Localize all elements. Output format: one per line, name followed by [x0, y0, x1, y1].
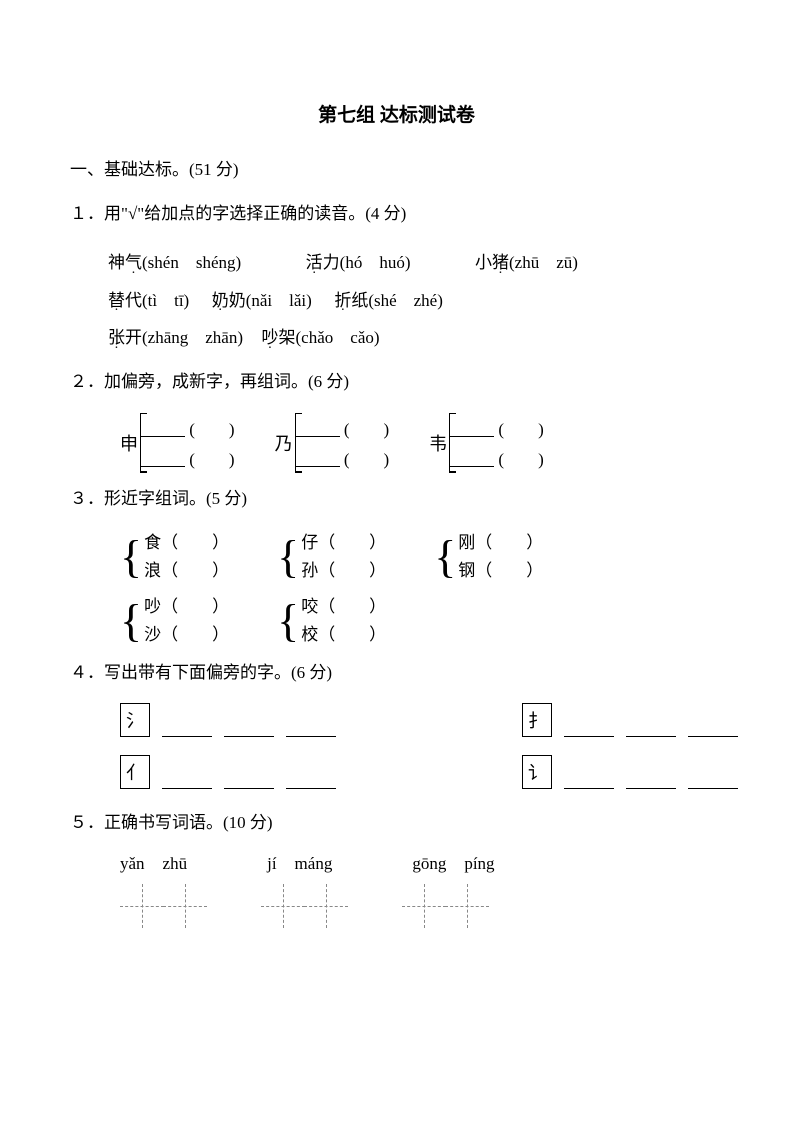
q2-root: 申	[120, 430, 138, 456]
radical-box: 氵	[120, 703, 150, 737]
q3-pair: { 食（ ） 浪（ ）	[120, 529, 229, 585]
q2-branch: 韦 ( ) ( )	[429, 413, 544, 473]
page-title: 第七组 达标测试卷	[70, 100, 723, 127]
q5-tianzige-row	[70, 884, 723, 928]
q5-pinyin-row: yǎnzhū jímáng gōngpíng	[70, 854, 723, 874]
blank	[688, 718, 738, 737]
q3-pair: { 吵（ ） 沙（ ）	[120, 593, 229, 649]
q5-prompt: ５．正确书写词语。(10 分)	[70, 807, 723, 839]
q4-row: 氵 扌	[70, 703, 723, 737]
blank	[286, 718, 336, 737]
radical-box: 扌	[522, 703, 552, 737]
blank	[626, 770, 676, 789]
blank	[626, 718, 676, 737]
tianzige-cell	[163, 884, 207, 928]
q3-pair: { 仔（ ） 孙（ ）	[277, 529, 386, 585]
q2-root: 韦	[429, 430, 447, 456]
q1-item: 张开(zhāng zhān)	[108, 328, 243, 347]
q1-item: 活力(hó huó)	[306, 253, 411, 272]
blank	[224, 718, 274, 737]
q2-branch: 申 ( ) ( )	[120, 413, 235, 473]
q2-root: 乃	[275, 430, 293, 456]
q5-pinyin-word: jímáng	[267, 854, 332, 874]
radical-box: 讠	[522, 755, 552, 789]
q2-branch: 乃 ( ) ( )	[275, 413, 390, 473]
q1-item: 吵架(chǎo cǎo)	[262, 328, 380, 347]
tianzige-cell	[445, 884, 489, 928]
q5-pinyin-word: yǎnzhū	[120, 854, 187, 874]
q1-body: 神气(shén shéng) 活力(hó huó) 小猪(zhū zū) 替代(…	[70, 244, 723, 356]
q3-row: { 食（ ） 浪（ ） { 仔（ ） 孙（ ） { 刚（ ） 钢（ ）	[70, 529, 723, 585]
q4-item: 讠	[522, 755, 744, 789]
q4-item: 亻	[120, 755, 342, 789]
tianzige-pair	[261, 884, 348, 928]
blank	[688, 770, 738, 789]
tianzige-cell	[261, 884, 305, 928]
tianzige-cell	[120, 884, 164, 928]
q1-item: 替代(tì tī)	[108, 291, 189, 310]
tianzige-cell	[402, 884, 446, 928]
q2-body: 申 ( ) ( ) 乃 ( ) ( ) 韦 ( ) ( )	[70, 413, 723, 473]
q4-item: 扌	[522, 703, 744, 737]
q3-row: { 吵（ ） 沙（ ） { 咬（ ） 校（ ）	[70, 593, 723, 649]
q3-prompt: ３．形近字组词。(5 分)	[70, 483, 723, 515]
blank	[162, 770, 212, 789]
blank	[162, 718, 212, 737]
radical-box: 亻	[120, 755, 150, 789]
page: 第七组 达标测试卷 一、基础达标。(51 分) １．用"√"给加点的字选择正确的…	[0, 0, 793, 1122]
tianzige-pair	[402, 884, 489, 928]
section-a-header: 一、基础达标。(51 分)	[70, 155, 723, 180]
q4-row: 亻 讠	[70, 755, 723, 789]
q1-item: 奶奶(nǎi lǎi)	[212, 291, 312, 310]
q4-item: 氵	[120, 703, 342, 737]
q4-prompt: ４．写出带有下面偏旁的字。(6 分)	[70, 657, 723, 689]
tianzige-cell	[304, 884, 348, 928]
blank	[286, 770, 336, 789]
q1-item: 折纸(shé zhé)	[334, 291, 443, 310]
blank	[224, 770, 274, 789]
blank	[564, 718, 614, 737]
q3-pair: { 咬（ ） 校（ ）	[277, 593, 386, 649]
q1-item: 小猪(zhū zū)	[475, 253, 578, 272]
q1-prompt: １．用"√"给加点的字选择正确的读音。(4 分)	[70, 198, 723, 230]
q5-pinyin-word: gōngpíng	[412, 854, 494, 874]
tianzige-pair	[120, 884, 207, 928]
blank	[564, 770, 614, 789]
q3-pair: { 刚（ ） 钢（ ）	[434, 529, 543, 585]
q2-prompt: ２．加偏旁，成新字，再组词。(6 分)	[70, 366, 723, 398]
q1-item: 神气(shén shéng)	[108, 253, 241, 272]
